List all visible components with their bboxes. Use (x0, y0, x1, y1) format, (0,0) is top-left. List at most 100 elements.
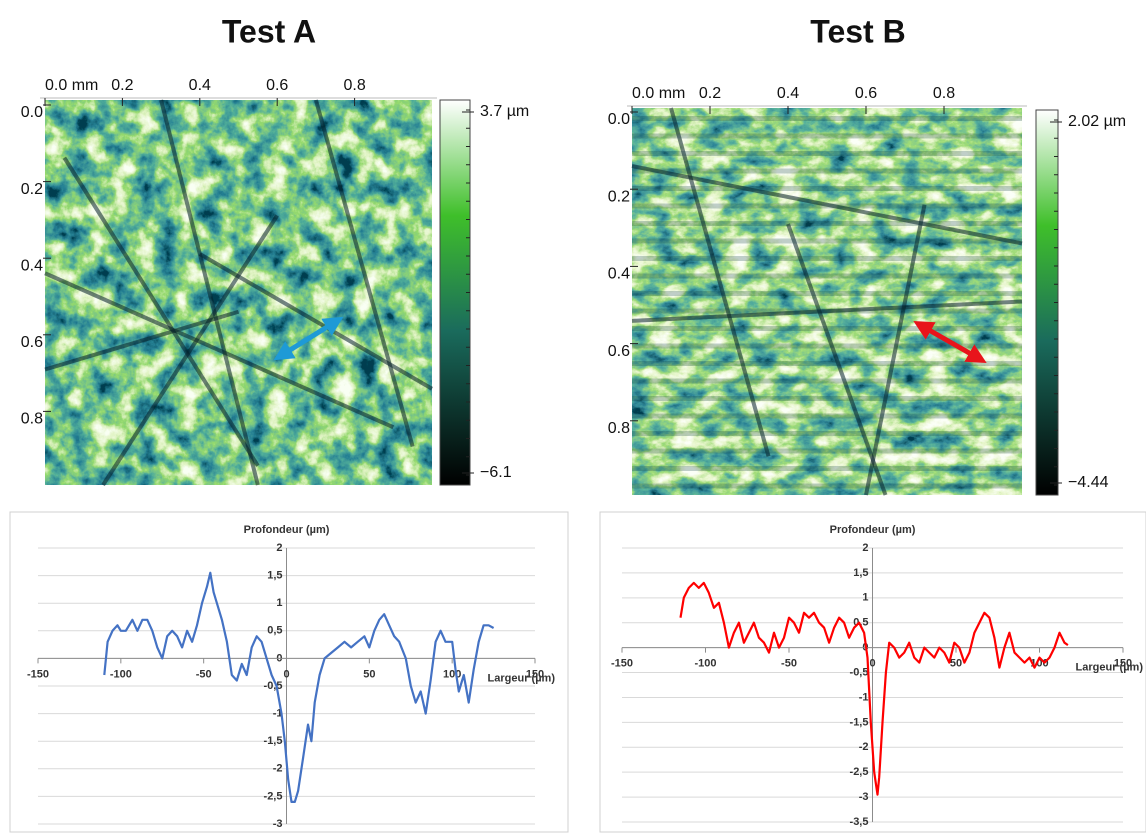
colorbar (439, 99, 471, 486)
scratch (62, 156, 260, 467)
y-tick-label: -0,5 (264, 680, 283, 692)
y-tick-label: 1,5 (267, 570, 282, 582)
y-tick-label: -1 (273, 708, 283, 720)
stripe (632, 291, 1022, 296)
stripe (632, 431, 1022, 436)
scratch (159, 99, 260, 486)
stripe (632, 466, 1022, 471)
y-tick-label: -3 (273, 818, 283, 830)
stripe (632, 221, 1022, 226)
x-axis-label: Largeur (µm) (488, 672, 556, 684)
y-tick-label: -2,5 (850, 766, 869, 778)
y-tick-label: 0,5 (267, 625, 282, 637)
stripe (632, 186, 1022, 191)
x-tick-label: 0.2 (699, 85, 721, 102)
x-tick-label: -50 (196, 668, 212, 680)
y-tick-label: -2 (859, 741, 869, 753)
y-tick-label: 0.0 (608, 111, 630, 128)
scratch (313, 99, 415, 448)
stripe (632, 116, 1022, 121)
x-tick-label: 0.4 (777, 85, 799, 102)
y-tick-label: -3 (859, 791, 869, 803)
y-tick-label: 1,5 (853, 567, 868, 579)
x-tick-label: -150 (611, 658, 633, 670)
x-tick-label: 50 (363, 668, 375, 680)
y-tick-label: 0.6 (608, 343, 630, 360)
y-tick-label: -1 (859, 691, 869, 703)
y-tick-label: -1,5 (850, 716, 869, 728)
y-tick-label: 0.8 (608, 420, 630, 437)
chart-title: Profondeur (µm) (244, 524, 330, 536)
profile-arrow (913, 321, 987, 363)
x-tick-label: 150 (526, 668, 544, 680)
stripe (632, 133, 1022, 139)
y-tick-label: 0.4 (21, 257, 43, 274)
colorbar-label: 2.02 µm (1068, 113, 1126, 130)
stripe (632, 203, 1022, 209)
profile-line (103, 571, 495, 803)
stripe (632, 151, 1022, 156)
x-tick-label: 0.8 (933, 85, 955, 102)
colorbar-label: 3.7 µm (480, 103, 529, 120)
profile-arrow (273, 316, 344, 361)
panel-title: Test A (222, 13, 316, 49)
x-tick-label: -50 (781, 658, 797, 670)
x-tick-label: 100 (443, 668, 461, 680)
stripe (632, 483, 1022, 489)
stripe (632, 308, 1022, 314)
scratch (669, 107, 771, 457)
stripe (632, 256, 1022, 261)
stripe (632, 361, 1022, 366)
x-axis-label: Largeur (µm) (1076, 662, 1144, 674)
y-tick-label: -2,5 (264, 790, 283, 802)
stripe (632, 413, 1022, 419)
stripe (632, 326, 1022, 331)
x-tick-label: 0.6 (855, 85, 877, 102)
x-tick-label: -100 (694, 658, 716, 670)
scratch (101, 214, 279, 487)
colorbar-label: −6.1 (480, 464, 512, 481)
colorbar-label: −4.44 (1068, 474, 1109, 491)
x-tick-label: 0.0 mm (632, 85, 685, 102)
stripe (632, 343, 1022, 349)
y-tick-label: -3,5 (850, 816, 869, 828)
panel-title: Test B (810, 13, 905, 49)
y-tick-label: 2 (862, 542, 868, 554)
y-tick-label: 0.8 (21, 411, 43, 428)
x-tick-label: 0 (869, 658, 875, 670)
x-tick-label: 0.4 (189, 77, 211, 94)
y-tick-label: 0.2 (608, 188, 630, 205)
scratch (631, 299, 1023, 323)
y-tick-label: -0,5 (850, 666, 869, 678)
x-tick-label: 0.6 (266, 77, 288, 94)
y-tick-label: 2 (276, 542, 282, 554)
stripe (632, 238, 1022, 244)
stripe (632, 396, 1022, 401)
surface-image (45, 100, 432, 485)
scratch (786, 223, 888, 496)
x-tick-label: 50 (950, 658, 962, 670)
y-tick-label: 0.0 (21, 104, 43, 121)
y-tick-label: 0.6 (21, 334, 43, 351)
y-tick-label: 1 (862, 592, 868, 604)
surface-image (632, 108, 1022, 495)
x-tick-label: 0.2 (111, 77, 133, 94)
y-tick-label: 1 (276, 597, 282, 609)
x-tick-label: 150 (1114, 658, 1132, 670)
stripe (632, 378, 1022, 384)
scratch (631, 164, 1023, 246)
chart-title: Profondeur (µm) (830, 524, 916, 536)
y-tick-label: 0.2 (21, 181, 43, 198)
x-tick-label: -150 (27, 668, 49, 680)
x-tick-label: 0.0 mm (45, 77, 98, 94)
stripe (632, 448, 1022, 454)
profile-line (679, 581, 1069, 796)
x-tick-label: -100 (110, 668, 132, 680)
scratch (864, 204, 927, 496)
x-tick-label: 0.8 (343, 77, 365, 94)
y-tick-label: -2 (273, 763, 283, 775)
stripe (632, 168, 1022, 174)
y-tick-label: 0.4 (608, 266, 630, 283)
scratch (44, 271, 395, 430)
